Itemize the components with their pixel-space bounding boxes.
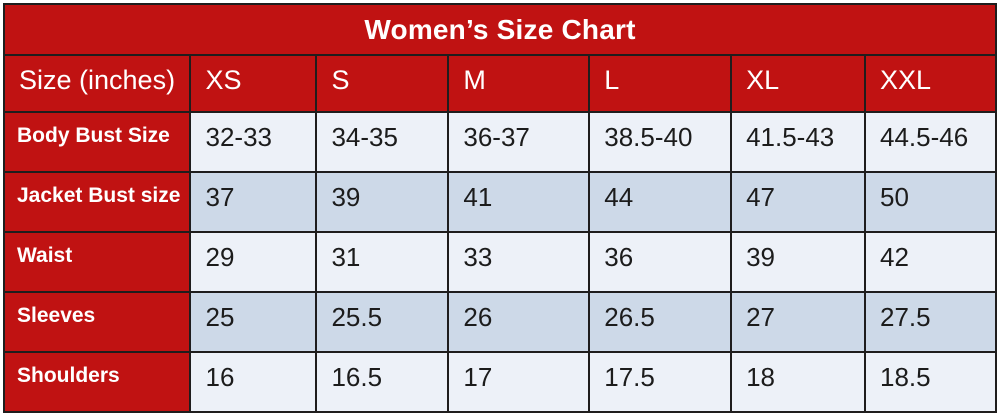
cell-body-bust-l: 38.5-40 [588, 111, 733, 173]
column-header-xs: XS [189, 54, 318, 113]
column-header-xxl: XXL [863, 54, 998, 113]
row-label-shoulders: Shoulders [2, 351, 192, 413]
table-row-waist: Waist 29 31 33 36 39 42 [2, 231, 998, 293]
cell-sleeves-xs: 25 [189, 291, 318, 353]
table-row-body-bust-size: Body Bust Size 32-33 34-35 36-37 38.5-40… [2, 111, 998, 173]
cell-waist-xl: 39 [730, 231, 866, 293]
cell-sleeves-s: 25.5 [315, 291, 450, 353]
cell-jacket-bust-l: 44 [588, 171, 733, 233]
column-header-xl: XL [730, 54, 866, 113]
womens-size-chart-table: Women’s Size Chart Size (inches) XS S M … [2, 3, 998, 413]
size-header-row: Size (inches) XS S M L XL XXL [2, 54, 998, 113]
cell-waist-xxl: 42 [863, 231, 998, 293]
cell-sleeves-m: 26 [447, 291, 591, 353]
cell-shoulders-xxl: 18.5 [863, 351, 998, 413]
row-label-waist: Waist [2, 231, 192, 293]
cell-body-bust-xs: 32-33 [189, 111, 318, 173]
cell-waist-m: 33 [447, 231, 591, 293]
cell-body-bust-m: 36-37 [447, 111, 591, 173]
cell-jacket-bust-m: 41 [447, 171, 591, 233]
cell-shoulders-m: 17 [447, 351, 591, 413]
cell-body-bust-xxl: 44.5-46 [863, 111, 998, 173]
cell-shoulders-s: 16.5 [315, 351, 450, 413]
cell-jacket-bust-xl: 47 [730, 171, 866, 233]
cell-jacket-bust-s: 39 [315, 171, 450, 233]
cell-jacket-bust-xxl: 50 [863, 171, 998, 233]
row-label-jacket-bust-size: Jacket Bust size [2, 171, 192, 233]
row-label-sleeves: Sleeves [2, 291, 192, 353]
column-header-l: L [588, 54, 733, 113]
table-title: Women’s Size Chart [3, 3, 997, 56]
row-label-body-bust-size: Body Bust Size [2, 111, 192, 173]
table-row-sleeves: Sleeves 25 25.5 26 26.5 27 27.5 [2, 291, 998, 353]
cell-shoulders-xl: 18 [730, 351, 866, 413]
cell-waist-l: 36 [588, 231, 733, 293]
cell-sleeves-xl: 27 [730, 291, 866, 353]
column-header-size-inches: Size (inches) [2, 54, 192, 113]
cell-waist-xs: 29 [189, 231, 318, 293]
title-row: Women’s Size Chart [3, 3, 997, 56]
cell-body-bust-s: 34-35 [315, 111, 450, 173]
cell-sleeves-l: 26.5 [588, 291, 733, 353]
cell-waist-s: 31 [315, 231, 450, 293]
table-row-jacket-bust-size: Jacket Bust size 37 39 41 44 47 50 [2, 171, 998, 233]
cell-shoulders-xs: 16 [189, 351, 318, 413]
column-header-m: M [447, 54, 591, 113]
table-row-shoulders: Shoulders 16 16.5 17 17.5 18 18.5 [2, 351, 998, 413]
cell-jacket-bust-xs: 37 [189, 171, 318, 233]
column-header-s: S [315, 54, 450, 113]
cell-body-bust-xl: 41.5-43 [730, 111, 866, 173]
cell-shoulders-l: 17.5 [588, 351, 733, 413]
cell-sleeves-xxl: 27.5 [863, 291, 998, 353]
